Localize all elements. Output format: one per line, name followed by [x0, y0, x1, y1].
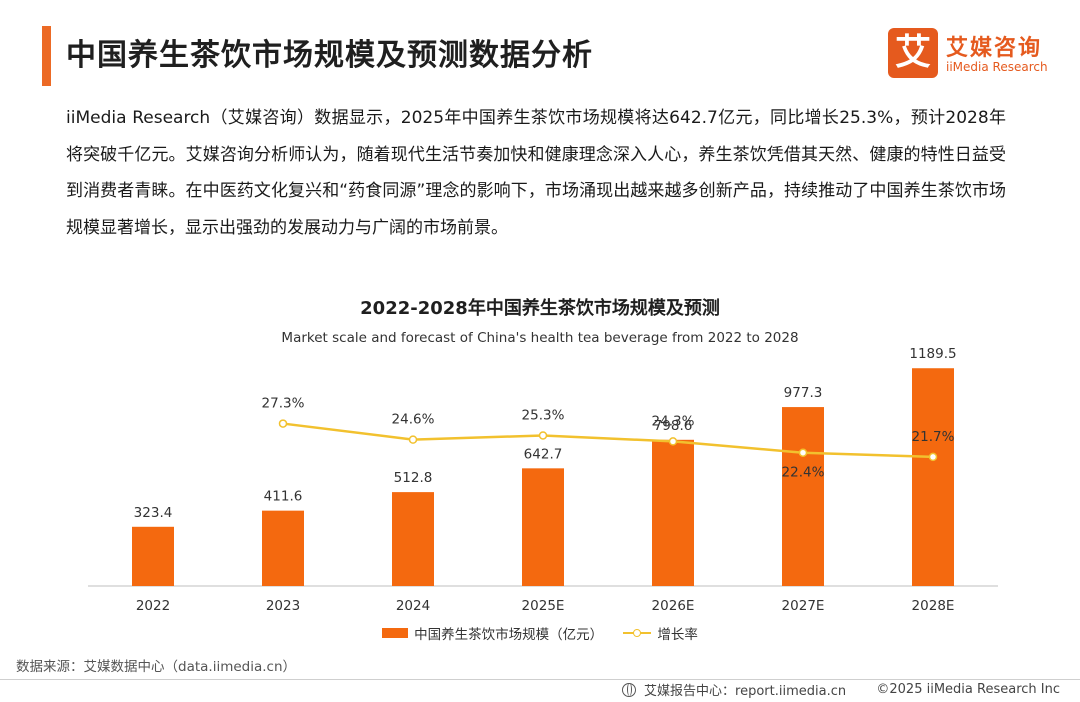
bar-value-label: 642.7: [524, 446, 563, 462]
legend-label-market-scale: 中国养生茶饮市场规模（亿元）: [414, 627, 604, 643]
growth-rate-point: [538, 431, 548, 440]
bar-value-label: 323.4: [134, 505, 173, 521]
footer: 艾媒报告中心：report.iimedia.cn ©2025 iiMedia R…: [621, 680, 1060, 699]
bar-2024: [392, 492, 434, 586]
x-tick-label: 2027E: [782, 598, 825, 614]
brand-name-en: iiMedia Research: [946, 60, 1048, 74]
chart-legend: 中国养生茶饮市场规模（亿元） 增长率: [0, 623, 1080, 643]
growth-rate-label: 24.3%: [652, 413, 695, 429]
legend-bar-swatch: [382, 628, 409, 638]
bar-value-label: 512.8: [394, 470, 433, 486]
page-title: 中国养生茶饮市场规模及预测数据分析: [66, 38, 593, 73]
bar-2028E: [912, 368, 954, 586]
bar-value-label: 977.3: [784, 385, 823, 401]
growth-rate-point: [798, 448, 808, 457]
bar-2022: [132, 526, 174, 586]
footer-site-link[interactable]: 艾媒报告中心：report.iimedia.cn: [644, 684, 847, 699]
footer-divider: [0, 679, 1080, 680]
bar-2023: [262, 510, 304, 586]
x-tick-label: 2023: [266, 598, 300, 614]
bar-2025E: [522, 468, 564, 586]
brand-name-cn: 艾媒咨询: [946, 36, 1043, 61]
x-tick-label: 2025E: [522, 598, 565, 614]
bar-2026E: [652, 439, 694, 586]
growth-rate-line: [282, 422, 934, 459]
globe-icon: [621, 682, 636, 697]
growth-rate-label: 24.6%: [392, 412, 435, 428]
title-accent-bar: [42, 26, 51, 86]
intro-paragraph: iiMedia Research（艾媒咨询）数据显示，2025年中国养生茶饮市场…: [66, 108, 1006, 238]
bar-value-label: 411.6: [264, 489, 303, 505]
legend-item-growth-rate: 增长率: [623, 623, 698, 643]
legend-item-market-scale: 中国养生茶饮市场规模（亿元）: [382, 623, 603, 643]
growth-rate-label: 21.7%: [912, 429, 955, 445]
chart-title: 2022-2028年中国养生茶饮市场规模及预测: [360, 298, 720, 319]
growth-rate-point: [668, 437, 678, 446]
x-tick-label: 2028E: [912, 598, 955, 614]
logo-icon: 艾: [888, 28, 938, 78]
growth-rate-point: [408, 435, 418, 444]
footer-copyright: ©2025 iiMedia Research Inc: [876, 682, 1060, 697]
growth-rate-label: 25.3%: [522, 407, 565, 423]
growth-rate-point: [278, 419, 288, 428]
x-tick-label: 2022: [136, 598, 170, 614]
growth-rate-label: 22.4%: [782, 465, 825, 481]
legend-label-growth-rate: 增长率: [657, 627, 698, 643]
x-tick-label: 2026E: [652, 598, 695, 614]
legend-line-swatch: [623, 628, 652, 638]
bar-value-label: 1189.5: [909, 346, 956, 362]
data-source-note: 数据来源：艾媒数据中心（data.iimedia.cn）: [16, 659, 297, 675]
growth-rate-point: [928, 452, 938, 462]
growth-rate-label: 27.3%: [262, 396, 305, 412]
bar-2027E: [782, 407, 824, 586]
brand-logo: 艾 艾媒咨询 iiMedia Research: [888, 28, 1064, 82]
chart-subtitle: Market scale and forecast of China's hea…: [281, 330, 799, 346]
bar-value-label: 798.6: [654, 418, 693, 434]
x-tick-label: 2024: [396, 598, 430, 614]
